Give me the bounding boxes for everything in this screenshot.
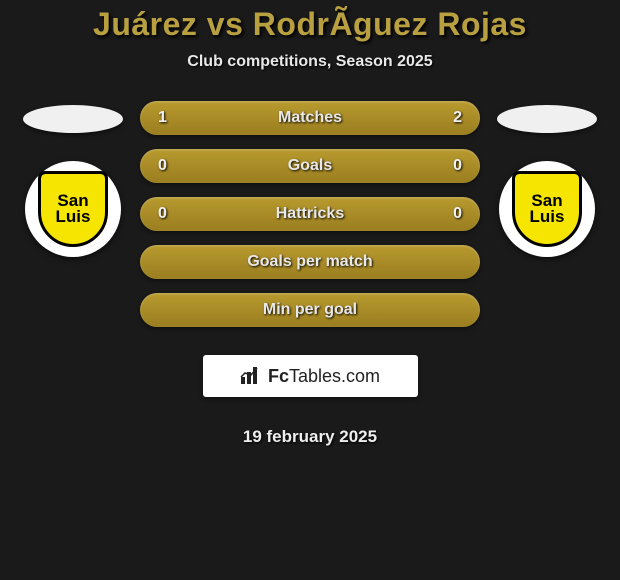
stat-right-value: 0 bbox=[442, 205, 462, 223]
stat-row-goals: 0 Goals 0 bbox=[140, 149, 480, 183]
right-club-name-line2: Luis bbox=[530, 209, 565, 225]
stat-label: Min per goal bbox=[178, 301, 442, 319]
stat-left-value: 1 bbox=[158, 109, 178, 127]
left-flag-placeholder bbox=[23, 105, 123, 133]
stat-row-hattricks: 0 Hattricks 0 bbox=[140, 197, 480, 231]
stat-label: Goals bbox=[178, 157, 442, 175]
stat-label: Goals per match bbox=[178, 253, 442, 271]
right-player-column: San Luis bbox=[492, 101, 602, 257]
right-club-shield: San Luis bbox=[512, 171, 582, 247]
stat-right-value: 2 bbox=[442, 109, 462, 127]
footer-date: 19 february 2025 bbox=[243, 427, 377, 447]
brand-prefix: Fc bbox=[268, 366, 289, 386]
left-player-column: San Luis bbox=[18, 101, 128, 257]
comparison-infographic: Juárez vs RodrÃ­guez Rojas Club competit… bbox=[0, 0, 620, 447]
brand-suffix: .com bbox=[341, 366, 380, 386]
stat-label: Matches bbox=[178, 109, 442, 127]
page-subtitle: Club competitions, Season 2025 bbox=[0, 53, 620, 71]
stats-column: 1 Matches 2 0 Goals 0 0 Hattricks 0 Goal… bbox=[140, 101, 480, 447]
page-title: Juárez vs RodrÃ­guez Rojas bbox=[0, 6, 620, 43]
right-flag-placeholder bbox=[497, 105, 597, 133]
brand-text: FcTables.com bbox=[268, 366, 380, 387]
main-row: San Luis 1 Matches 2 0 Goals 0 0 Hattric… bbox=[0, 101, 620, 447]
brand-box[interactable]: FcTables.com bbox=[203, 355, 418, 397]
stat-left-value: 0 bbox=[158, 157, 178, 175]
left-club-shield: San Luis bbox=[38, 171, 108, 247]
left-club-badge: San Luis bbox=[25, 161, 121, 257]
stat-row-goals-per-match: Goals per match bbox=[140, 245, 480, 279]
stat-row-min-per-goal: Min per goal bbox=[140, 293, 480, 327]
stat-label: Hattricks bbox=[178, 205, 442, 223]
stat-right-value: 0 bbox=[442, 157, 462, 175]
stat-row-matches: 1 Matches 2 bbox=[140, 101, 480, 135]
brand-main: Tables bbox=[289, 366, 341, 386]
stat-left-value: 0 bbox=[158, 205, 178, 223]
right-club-badge: San Luis bbox=[499, 161, 595, 257]
left-club-name-line2: Luis bbox=[56, 209, 91, 225]
bar-chart-icon bbox=[240, 367, 262, 385]
